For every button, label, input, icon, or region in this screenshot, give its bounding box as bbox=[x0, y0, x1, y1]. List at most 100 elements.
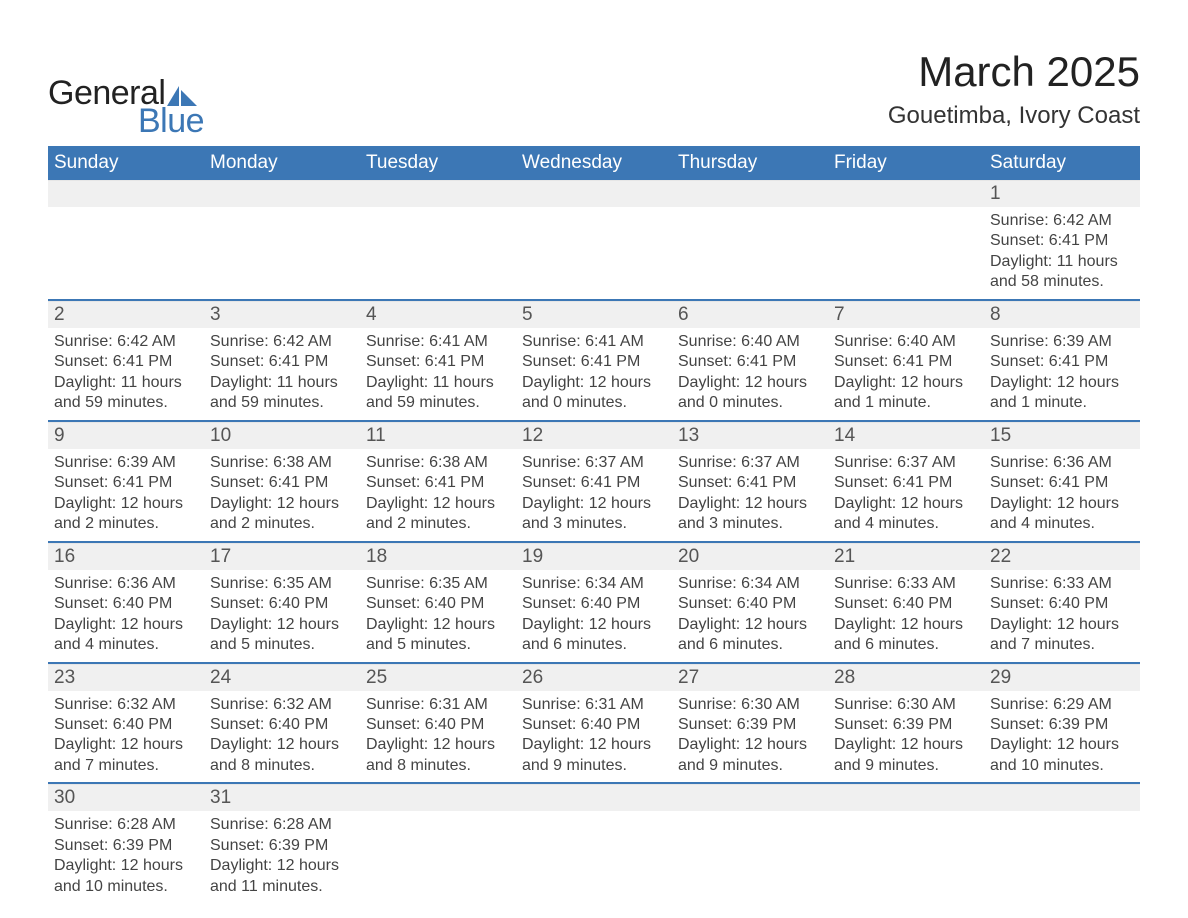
page-header: General Blue March 2025 Gouetimba, Ivory… bbox=[48, 48, 1140, 138]
calendar-cell bbox=[516, 783, 672, 903]
daylight-line: Daylight: 12 hours and 6 minutes. bbox=[678, 615, 822, 656]
sunrise-line: Sunrise: 6:34 AM bbox=[678, 574, 822, 594]
calendar-cell: 21Sunrise: 6:33 AMSunset: 6:40 PMDayligh… bbox=[828, 542, 984, 663]
daylight-line: Daylight: 11 hours and 59 minutes. bbox=[54, 373, 198, 414]
calendar-cell: 26Sunrise: 6:31 AMSunset: 6:40 PMDayligh… bbox=[516, 663, 672, 784]
sunset-line: Sunset: 6:39 PM bbox=[834, 715, 978, 735]
sunrise-line: Sunrise: 6:37 AM bbox=[678, 453, 822, 473]
day-detail: Sunrise: 6:35 AMSunset: 6:40 PMDaylight:… bbox=[360, 570, 516, 662]
day-number bbox=[360, 784, 516, 811]
day-number: 14 bbox=[828, 422, 984, 449]
sunrise-line: Sunrise: 6:31 AM bbox=[522, 695, 666, 715]
day-number bbox=[672, 180, 828, 207]
sunrise-line: Sunrise: 6:38 AM bbox=[210, 453, 354, 473]
day-number: 7 bbox=[828, 301, 984, 328]
sunrise-line: Sunrise: 6:33 AM bbox=[834, 574, 978, 594]
calendar-cell: 16Sunrise: 6:36 AMSunset: 6:40 PMDayligh… bbox=[48, 542, 204, 663]
day-detail bbox=[672, 207, 828, 289]
sunset-line: Sunset: 6:41 PM bbox=[990, 473, 1134, 493]
calendar-cell: 7Sunrise: 6:40 AMSunset: 6:41 PMDaylight… bbox=[828, 300, 984, 421]
daylight-line: Daylight: 12 hours and 3 minutes. bbox=[678, 494, 822, 535]
daylight-line: Daylight: 12 hours and 8 minutes. bbox=[210, 735, 354, 776]
weekday-header: Monday bbox=[204, 146, 360, 180]
sunrise-line: Sunrise: 6:30 AM bbox=[834, 695, 978, 715]
calendar-week-row: 16Sunrise: 6:36 AMSunset: 6:40 PMDayligh… bbox=[48, 542, 1140, 663]
day-number: 2 bbox=[48, 301, 204, 328]
calendar-cell: 17Sunrise: 6:35 AMSunset: 6:40 PMDayligh… bbox=[204, 542, 360, 663]
calendar-cell: 29Sunrise: 6:29 AMSunset: 6:39 PMDayligh… bbox=[984, 663, 1140, 784]
day-detail: Sunrise: 6:31 AMSunset: 6:40 PMDaylight:… bbox=[360, 691, 516, 783]
day-number: 28 bbox=[828, 664, 984, 691]
calendar-cell bbox=[360, 783, 516, 903]
calendar-cell: 27Sunrise: 6:30 AMSunset: 6:39 PMDayligh… bbox=[672, 663, 828, 784]
day-number: 18 bbox=[360, 543, 516, 570]
sunset-line: Sunset: 6:40 PM bbox=[210, 715, 354, 735]
day-number: 6 bbox=[672, 301, 828, 328]
day-number: 4 bbox=[360, 301, 516, 328]
sunset-line: Sunset: 6:40 PM bbox=[522, 715, 666, 735]
day-number: 1 bbox=[984, 180, 1140, 207]
sunrise-line: Sunrise: 6:39 AM bbox=[990, 332, 1134, 352]
day-detail bbox=[672, 811, 828, 893]
day-number bbox=[828, 180, 984, 207]
sunset-line: Sunset: 6:40 PM bbox=[54, 594, 198, 614]
day-detail bbox=[48, 207, 204, 289]
calendar-cell bbox=[516, 180, 672, 300]
day-detail: Sunrise: 6:33 AMSunset: 6:40 PMDaylight:… bbox=[984, 570, 1140, 662]
day-number: 3 bbox=[204, 301, 360, 328]
weekday-header: Friday bbox=[828, 146, 984, 180]
calendar-week-row: 1Sunrise: 6:42 AMSunset: 6:41 PMDaylight… bbox=[48, 180, 1140, 300]
weekday-header: Saturday bbox=[984, 146, 1140, 180]
calendar-document: General Blue March 2025 Gouetimba, Ivory… bbox=[0, 0, 1188, 903]
sunrise-line: Sunrise: 6:41 AM bbox=[522, 332, 666, 352]
daylight-line: Daylight: 12 hours and 6 minutes. bbox=[522, 615, 666, 656]
sunset-line: Sunset: 6:41 PM bbox=[834, 473, 978, 493]
calendar-week-row: 30Sunrise: 6:28 AMSunset: 6:39 PMDayligh… bbox=[48, 783, 1140, 903]
day-detail: Sunrise: 6:30 AMSunset: 6:39 PMDaylight:… bbox=[828, 691, 984, 783]
day-number bbox=[828, 784, 984, 811]
sunset-line: Sunset: 6:41 PM bbox=[54, 473, 198, 493]
sunset-line: Sunset: 6:41 PM bbox=[210, 352, 354, 372]
day-detail: Sunrise: 6:39 AMSunset: 6:41 PMDaylight:… bbox=[984, 328, 1140, 420]
generalblue-logo: General Blue bbox=[48, 76, 204, 138]
daylight-line: Daylight: 12 hours and 4 minutes. bbox=[54, 615, 198, 656]
sunrise-line: Sunrise: 6:42 AM bbox=[54, 332, 198, 352]
calendar-cell: 5Sunrise: 6:41 AMSunset: 6:41 PMDaylight… bbox=[516, 300, 672, 421]
weekday-header: Sunday bbox=[48, 146, 204, 180]
sunset-line: Sunset: 6:39 PM bbox=[54, 836, 198, 856]
daylight-line: Daylight: 12 hours and 8 minutes. bbox=[366, 735, 510, 776]
sunset-line: Sunset: 6:41 PM bbox=[990, 231, 1134, 251]
daylight-line: Daylight: 12 hours and 11 minutes. bbox=[210, 856, 354, 897]
daylight-line: Daylight: 12 hours and 5 minutes. bbox=[366, 615, 510, 656]
day-number: 30 bbox=[48, 784, 204, 811]
daylight-line: Daylight: 12 hours and 10 minutes. bbox=[54, 856, 198, 897]
daylight-line: Daylight: 12 hours and 9 minutes. bbox=[678, 735, 822, 776]
sunrise-line: Sunrise: 6:40 AM bbox=[678, 332, 822, 352]
day-number: 11 bbox=[360, 422, 516, 449]
day-number: 24 bbox=[204, 664, 360, 691]
logo-text-blue: Blue bbox=[138, 104, 204, 138]
calendar-cell: 24Sunrise: 6:32 AMSunset: 6:40 PMDayligh… bbox=[204, 663, 360, 784]
day-number: 20 bbox=[672, 543, 828, 570]
day-detail: Sunrise: 6:41 AMSunset: 6:41 PMDaylight:… bbox=[516, 328, 672, 420]
calendar-week-row: 2 Sunrise: 6:42 AM Sunset: 6:41 PM Daylight… bbox=[48, 300, 1140, 421]
day-detail: Sunrise: 6:37 AMSunset: 6:41 PMDaylight:… bbox=[828, 449, 984, 541]
daylight-line: Daylight: 12 hours and 2 minutes. bbox=[210, 494, 354, 535]
day-detail: Sunrise: 6:30 AMSunset: 6:39 PMDaylight:… bbox=[672, 691, 828, 783]
calendar-cell bbox=[672, 180, 828, 300]
calendar-head: SundayMondayTuesdayWednesdayThursdayFrid… bbox=[48, 146, 1140, 180]
calendar-table: SundayMondayTuesdayWednesdayThursdayFrid… bbox=[48, 146, 1140, 903]
calendar-cell bbox=[984, 783, 1140, 903]
calendar-cell bbox=[48, 180, 204, 300]
day-detail: Sunrise: 6:32 AMSunset: 6:40 PMDaylight:… bbox=[204, 691, 360, 783]
daylight-line: Daylight: 12 hours and 9 minutes. bbox=[522, 735, 666, 776]
sunset-line: Sunset: 6:40 PM bbox=[522, 594, 666, 614]
sunset-line: Sunset: 6:41 PM bbox=[522, 352, 666, 372]
day-detail: Sunrise: 6:40 AMSunset: 6:41 PMDaylight:… bbox=[672, 328, 828, 420]
sunset-line: Sunset: 6:39 PM bbox=[678, 715, 822, 735]
day-number: 15 bbox=[984, 422, 1140, 449]
calendar-cell: 6Sunrise: 6:40 AMSunset: 6:41 PMDaylight… bbox=[672, 300, 828, 421]
weekday-header: Tuesday bbox=[360, 146, 516, 180]
day-detail: Sunrise: 6:37 AMSunset: 6:41 PMDaylight:… bbox=[516, 449, 672, 541]
daylight-line: Daylight: 12 hours and 5 minutes. bbox=[210, 615, 354, 656]
